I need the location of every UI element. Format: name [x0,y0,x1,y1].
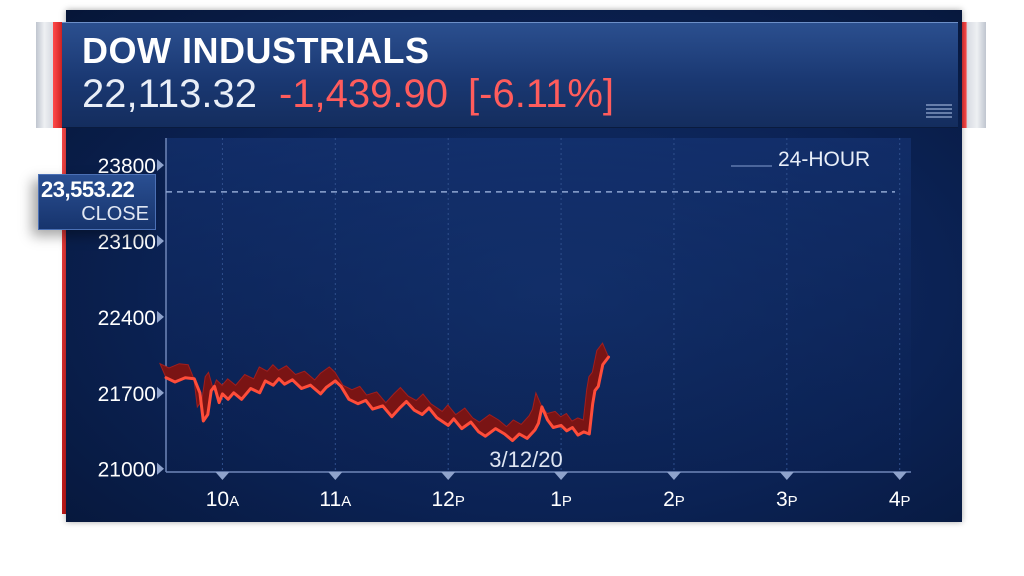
y-tick-marker-4 [157,159,164,172]
price-change: -1,439.90 [278,72,449,116]
x-tick-suffix-2: P [455,493,465,510]
x-tick-marker-0 [215,472,230,480]
x-tick-hour-0: 10 [206,488,229,511]
x-tick-label-5: 3P [776,488,798,511]
x-tick-label-0: 10A [206,488,239,511]
left-red-stripe [62,128,68,514]
date-label: 3/12/20 [489,447,562,472]
menu-bars-icon [926,104,952,120]
vertical-gridlines [221,138,901,472]
x-tick-suffix-6: P [901,493,911,510]
previous-close-tag: 23,553.22 CLOSE [38,174,156,230]
x-tick-hour-3: 1 [550,488,562,511]
percent-change: [-6.11%] [468,72,615,116]
x-tick-label-2: 12P [432,488,465,511]
y-axis-ticks: 21000 21700 22400 23100 23800 [98,155,164,482]
x-tick-label-1: 11A [319,488,351,511]
x-tick-label-4: 2P [663,488,685,511]
previous-close-value: 23,553.22 [41,177,135,202]
x-tick-suffix-1: A [341,493,351,510]
x-axis-ticks: 10A 11A 12P 1P 2P 3P 4P [206,472,911,511]
x-tick-suffix-0: A [229,493,239,510]
range-label: 24-HOUR [778,148,870,171]
previous-close-label: CLOSE [81,203,149,225]
x-tick-hour-6: 4 [889,488,901,511]
last-price: 22,113.32 [82,72,257,116]
x-tick-hour-5: 3 [776,488,788,511]
y-tick-marker-0 [157,462,164,475]
index-title: DOW INDUSTRIALS [82,30,430,71]
x-tick-marker-2 [441,472,456,480]
x-tick-hour-1: 11 [319,488,341,511]
header-left-cap [36,22,64,128]
x-tick-hour-4: 2 [663,488,675,511]
x-tick-hour-2: 12 [432,488,455,511]
x-tick-marker-6 [892,472,907,480]
x-tick-label-6: 4P [889,488,911,511]
y-tick-label-2: 22400 [98,307,156,330]
x-tick-marker-1 [328,472,343,480]
y-tick-label-3: 23100 [98,231,156,254]
y-tick-label-1: 21700 [98,383,156,406]
x-tick-suffix-4: P [675,493,685,510]
y-tick-label-0: 21000 [98,459,156,482]
x-tick-marker-4 [666,472,681,480]
x-tick-marker-5 [779,472,794,480]
dow-series-line [164,355,610,443]
y-tick-marker-2 [157,310,164,323]
y-tick-marker-1 [157,386,164,399]
x-tick-suffix-5: P [788,493,798,510]
ticker-header [62,22,958,128]
quote-row: 22,113.32 -1,439.90 [-6.11%] [82,72,614,117]
x-tick-marker-3 [554,472,569,480]
x-tick-suffix-3: P [562,493,572,510]
y-tick-label-4: 23800 [98,155,156,178]
x-tick-label-3: 1P [550,488,572,511]
y-tick-marker-3 [157,235,164,248]
